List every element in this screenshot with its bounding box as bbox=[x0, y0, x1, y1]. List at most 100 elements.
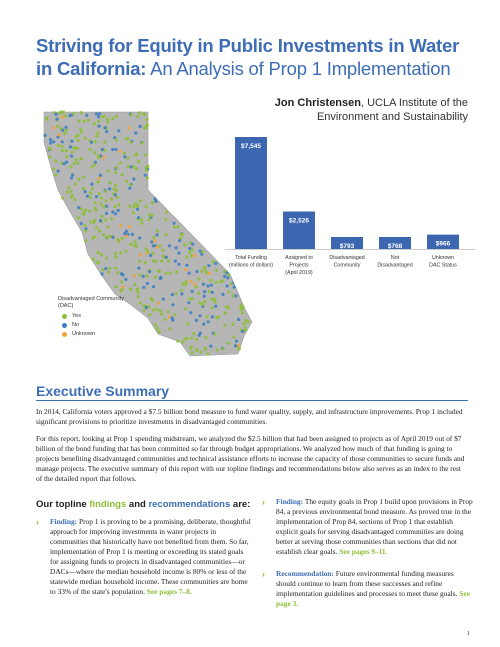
topline-recommendations: recommendations bbox=[148, 499, 231, 510]
map-dot bbox=[137, 216, 141, 220]
map-dot bbox=[121, 285, 125, 289]
map-dot bbox=[144, 305, 148, 310]
map-dot bbox=[45, 117, 49, 121]
map-dot bbox=[97, 176, 101, 180]
chart-bar bbox=[331, 237, 363, 249]
map-dot bbox=[242, 322, 246, 326]
map-dot bbox=[194, 318, 198, 322]
map-dot bbox=[184, 280, 188, 284]
map-dot bbox=[200, 269, 204, 273]
map-dot bbox=[231, 322, 235, 326]
map-dot bbox=[114, 212, 118, 216]
map-dot bbox=[237, 343, 241, 348]
map-dot bbox=[94, 195, 99, 199]
map-dot bbox=[79, 111, 83, 115]
map-dot bbox=[103, 148, 107, 152]
recommendation-item: › Recommendation: Future environmental f… bbox=[262, 569, 474, 609]
map-dot bbox=[145, 176, 149, 180]
map-dot bbox=[52, 140, 56, 144]
map-dot bbox=[88, 195, 92, 199]
map-dot bbox=[185, 337, 189, 341]
finding-page-link[interactable]: See pages 7–8. bbox=[146, 587, 192, 596]
map-dot bbox=[189, 346, 193, 350]
map-dot bbox=[70, 194, 74, 198]
map-dot bbox=[104, 236, 108, 240]
map-dot bbox=[94, 112, 98, 116]
page-number: 1 bbox=[467, 631, 470, 637]
map-dot bbox=[191, 242, 195, 246]
map-dot bbox=[65, 155, 69, 159]
map-dot bbox=[135, 167, 139, 171]
map-dot bbox=[136, 295, 140, 299]
map-dot bbox=[59, 110, 63, 114]
map-dot bbox=[56, 124, 60, 128]
topline-heading: Our topline findings and recommendations… bbox=[36, 499, 250, 510]
title-line-2: in California: An Analysis of Prop 1 Imp… bbox=[36, 57, 476, 80]
map-dot bbox=[98, 173, 102, 177]
recommendation-page-link[interactable]: See page 3. bbox=[276, 589, 470, 608]
map-dot bbox=[123, 232, 127, 236]
map-dot bbox=[82, 119, 86, 123]
map-dot bbox=[195, 269, 199, 274]
map-dot bbox=[86, 118, 91, 122]
map-dot bbox=[113, 193, 117, 197]
map-dot bbox=[92, 122, 96, 126]
map-dot bbox=[100, 147, 104, 151]
map-dot bbox=[93, 201, 97, 205]
title-line-2-light: An Analysis of Prop 1 Implementation bbox=[146, 58, 451, 79]
findings-left-column: › Finding: Prop 1 is proving to be a pro… bbox=[36, 517, 251, 597]
map-dot bbox=[60, 140, 64, 144]
map-dot bbox=[216, 315, 221, 319]
map-dot bbox=[102, 155, 106, 160]
chart-bar bbox=[379, 237, 411, 249]
map-dot bbox=[91, 236, 95, 240]
title-line-2-bold: in California: bbox=[36, 58, 147, 79]
map-dot bbox=[119, 224, 123, 228]
map-dot bbox=[120, 280, 124, 284]
map-dot bbox=[176, 225, 180, 229]
map-dot bbox=[68, 114, 72, 118]
map-dot bbox=[207, 264, 211, 268]
map-dot bbox=[234, 294, 238, 298]
finding-page-link[interactable]: See pages 9–11. bbox=[339, 547, 388, 556]
map-dot bbox=[154, 199, 158, 203]
map-legend: Disadvantaged Community (DAC) Yes No Unk… bbox=[58, 296, 138, 337]
map-dot bbox=[178, 236, 183, 240]
finding-item: › Finding: The equity goals in Prop 1 bu… bbox=[262, 497, 474, 557]
map-dot bbox=[221, 347, 225, 351]
map-dot bbox=[104, 267, 108, 271]
map-dot bbox=[221, 292, 225, 296]
chevron-right-icon: › bbox=[262, 569, 265, 579]
map-dot bbox=[99, 196, 103, 200]
map-dot bbox=[55, 117, 59, 121]
map-dot bbox=[112, 187, 116, 191]
map-dot bbox=[187, 271, 191, 275]
finding-text: Prop 1 is proving to be a promising, del… bbox=[50, 517, 251, 596]
chart-bar bbox=[283, 211, 315, 249]
findings-right-column: › Finding: The equity goals in Prop 1 bu… bbox=[262, 497, 474, 609]
map-dot bbox=[198, 249, 202, 253]
map-dot bbox=[161, 248, 165, 252]
map-dot bbox=[93, 140, 97, 144]
chart-data-label: $7,545 bbox=[241, 143, 261, 150]
map-dot bbox=[84, 229, 88, 233]
map-dot bbox=[138, 273, 142, 277]
author-name: Jon Christensen bbox=[274, 97, 361, 109]
map-dot bbox=[79, 222, 83, 226]
map-dot bbox=[109, 197, 113, 201]
map-dot bbox=[179, 288, 184, 292]
map-dot bbox=[180, 282, 185, 286]
map-dot bbox=[48, 138, 53, 142]
map-dot bbox=[181, 340, 185, 344]
map-dot bbox=[209, 283, 213, 287]
map-dot bbox=[159, 275, 163, 279]
map-dot bbox=[223, 274, 227, 278]
legend-unknown-label: Unknown bbox=[72, 331, 95, 337]
map-dot bbox=[105, 117, 109, 121]
map-dot bbox=[89, 191, 93, 195]
map-dot bbox=[136, 114, 140, 118]
map-dot bbox=[114, 255, 118, 259]
map-dot bbox=[198, 301, 202, 305]
map-dot bbox=[83, 190, 87, 194]
legend-item-unknown: Unknown bbox=[62, 331, 138, 337]
